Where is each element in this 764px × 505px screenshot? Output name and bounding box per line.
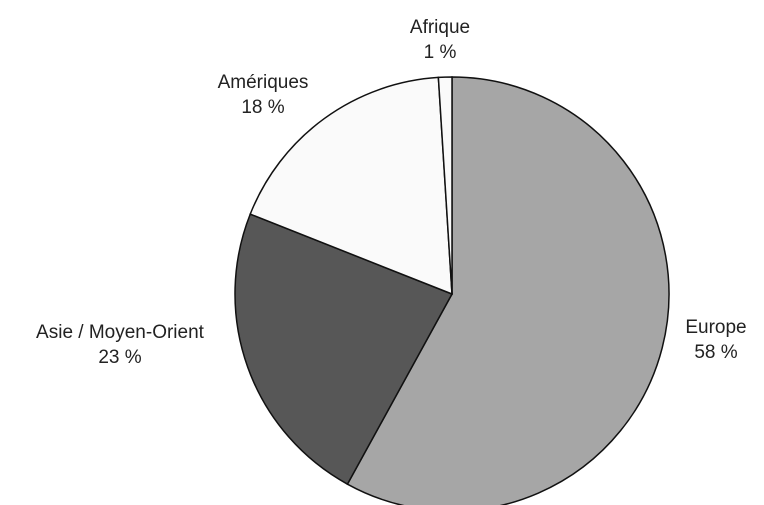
slice-value-label: 58 % xyxy=(694,342,737,363)
slice-value-label: 23 % xyxy=(98,347,141,368)
slice-value-label: 1 % xyxy=(424,42,457,63)
slice-label: Europe xyxy=(685,317,746,338)
slice-label: Asie / Moyen-Orient xyxy=(36,322,205,343)
pie-slice xyxy=(249,76,453,296)
slice-label: Amériques xyxy=(218,72,309,93)
pie-slice xyxy=(437,76,453,295)
slice-value-label: 18 % xyxy=(241,97,284,118)
pie-slice xyxy=(234,213,454,486)
pie-slice xyxy=(346,76,670,505)
slice-label: Afrique xyxy=(410,17,470,38)
